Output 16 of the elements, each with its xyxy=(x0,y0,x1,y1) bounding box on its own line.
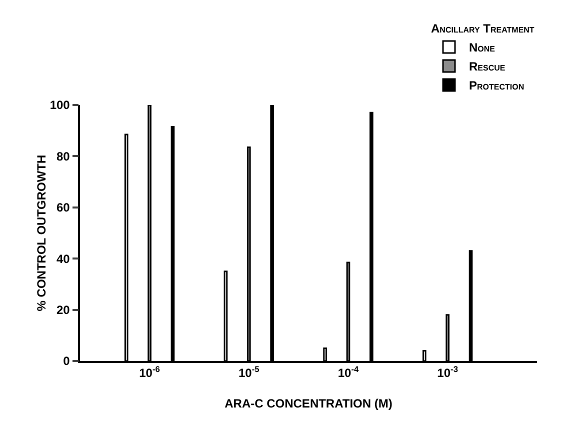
legend-label: Protection xyxy=(469,78,524,93)
x-tick-label: 10$^{-6}$ xyxy=(139,364,160,380)
y-tick-label: 20 xyxy=(56,303,70,317)
x-tick-label: 10$^{-5}$ xyxy=(238,364,260,380)
legend-label: Rescue xyxy=(469,60,506,74)
x-axis-title: ARA-C CONCENTRATION (M) xyxy=(224,396,392,410)
legend-title: Ancillary Treatment xyxy=(431,21,534,36)
x-tick-label: 10$^{-3}$ xyxy=(437,364,458,380)
x-tick-label: 10$^{-4}$ xyxy=(338,364,359,380)
y-tick-label: 40 xyxy=(56,252,70,266)
y-tick-label: 100 xyxy=(50,98,70,112)
y-tick-label: 0 xyxy=(63,354,70,368)
y-tick-label: 80 xyxy=(56,149,70,164)
y-tick-label: 60 xyxy=(56,200,70,215)
y-axis-title: % CONTROL OUTGROWTH xyxy=(34,154,48,312)
legend-label: None xyxy=(469,40,496,55)
